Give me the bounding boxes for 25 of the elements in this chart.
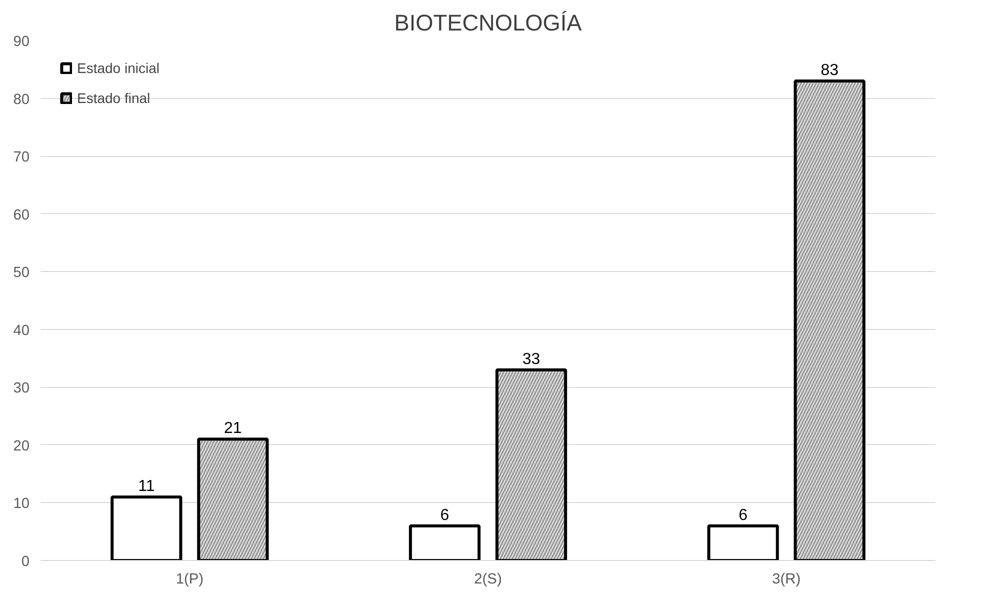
x-tick-label: 1(P) — [176, 572, 204, 588]
y-tick-label: 70 — [13, 150, 30, 166]
bar — [707, 524, 779, 560]
y-tick-label: 40 — [13, 322, 30, 339]
y-tick-label: 60 — [13, 207, 30, 224]
y-tick-label: 10 — [13, 496, 30, 512]
data-label: 6 — [738, 506, 748, 524]
y-tick-label: 30 — [13, 380, 30, 397]
legend-label: Estado inicial — [77, 60, 160, 76]
chart-title: BIOTECNOLOGÍA — [394, 10, 583, 36]
y-tick-label: 50 — [13, 265, 30, 282]
y-tick-label: 20 — [13, 438, 30, 454]
y-tick-label: 90 — [13, 34, 30, 50]
x-tick-label: 2(S) — [474, 572, 502, 588]
data-label: 21 — [224, 420, 242, 438]
data-label: 33 — [522, 350, 540, 368]
y-tick-label: 0 — [21, 554, 30, 570]
x-tick-label: 3(R) — [772, 572, 801, 588]
bar — [408, 524, 481, 560]
data-label: 6 — [440, 506, 450, 524]
bar — [110, 495, 182, 560]
y-tick-label: 80 — [13, 92, 30, 108]
data-label: 83 — [820, 62, 839, 79]
data-label: 11 — [138, 478, 155, 495]
legend-label: Estado final — [77, 90, 150, 106]
